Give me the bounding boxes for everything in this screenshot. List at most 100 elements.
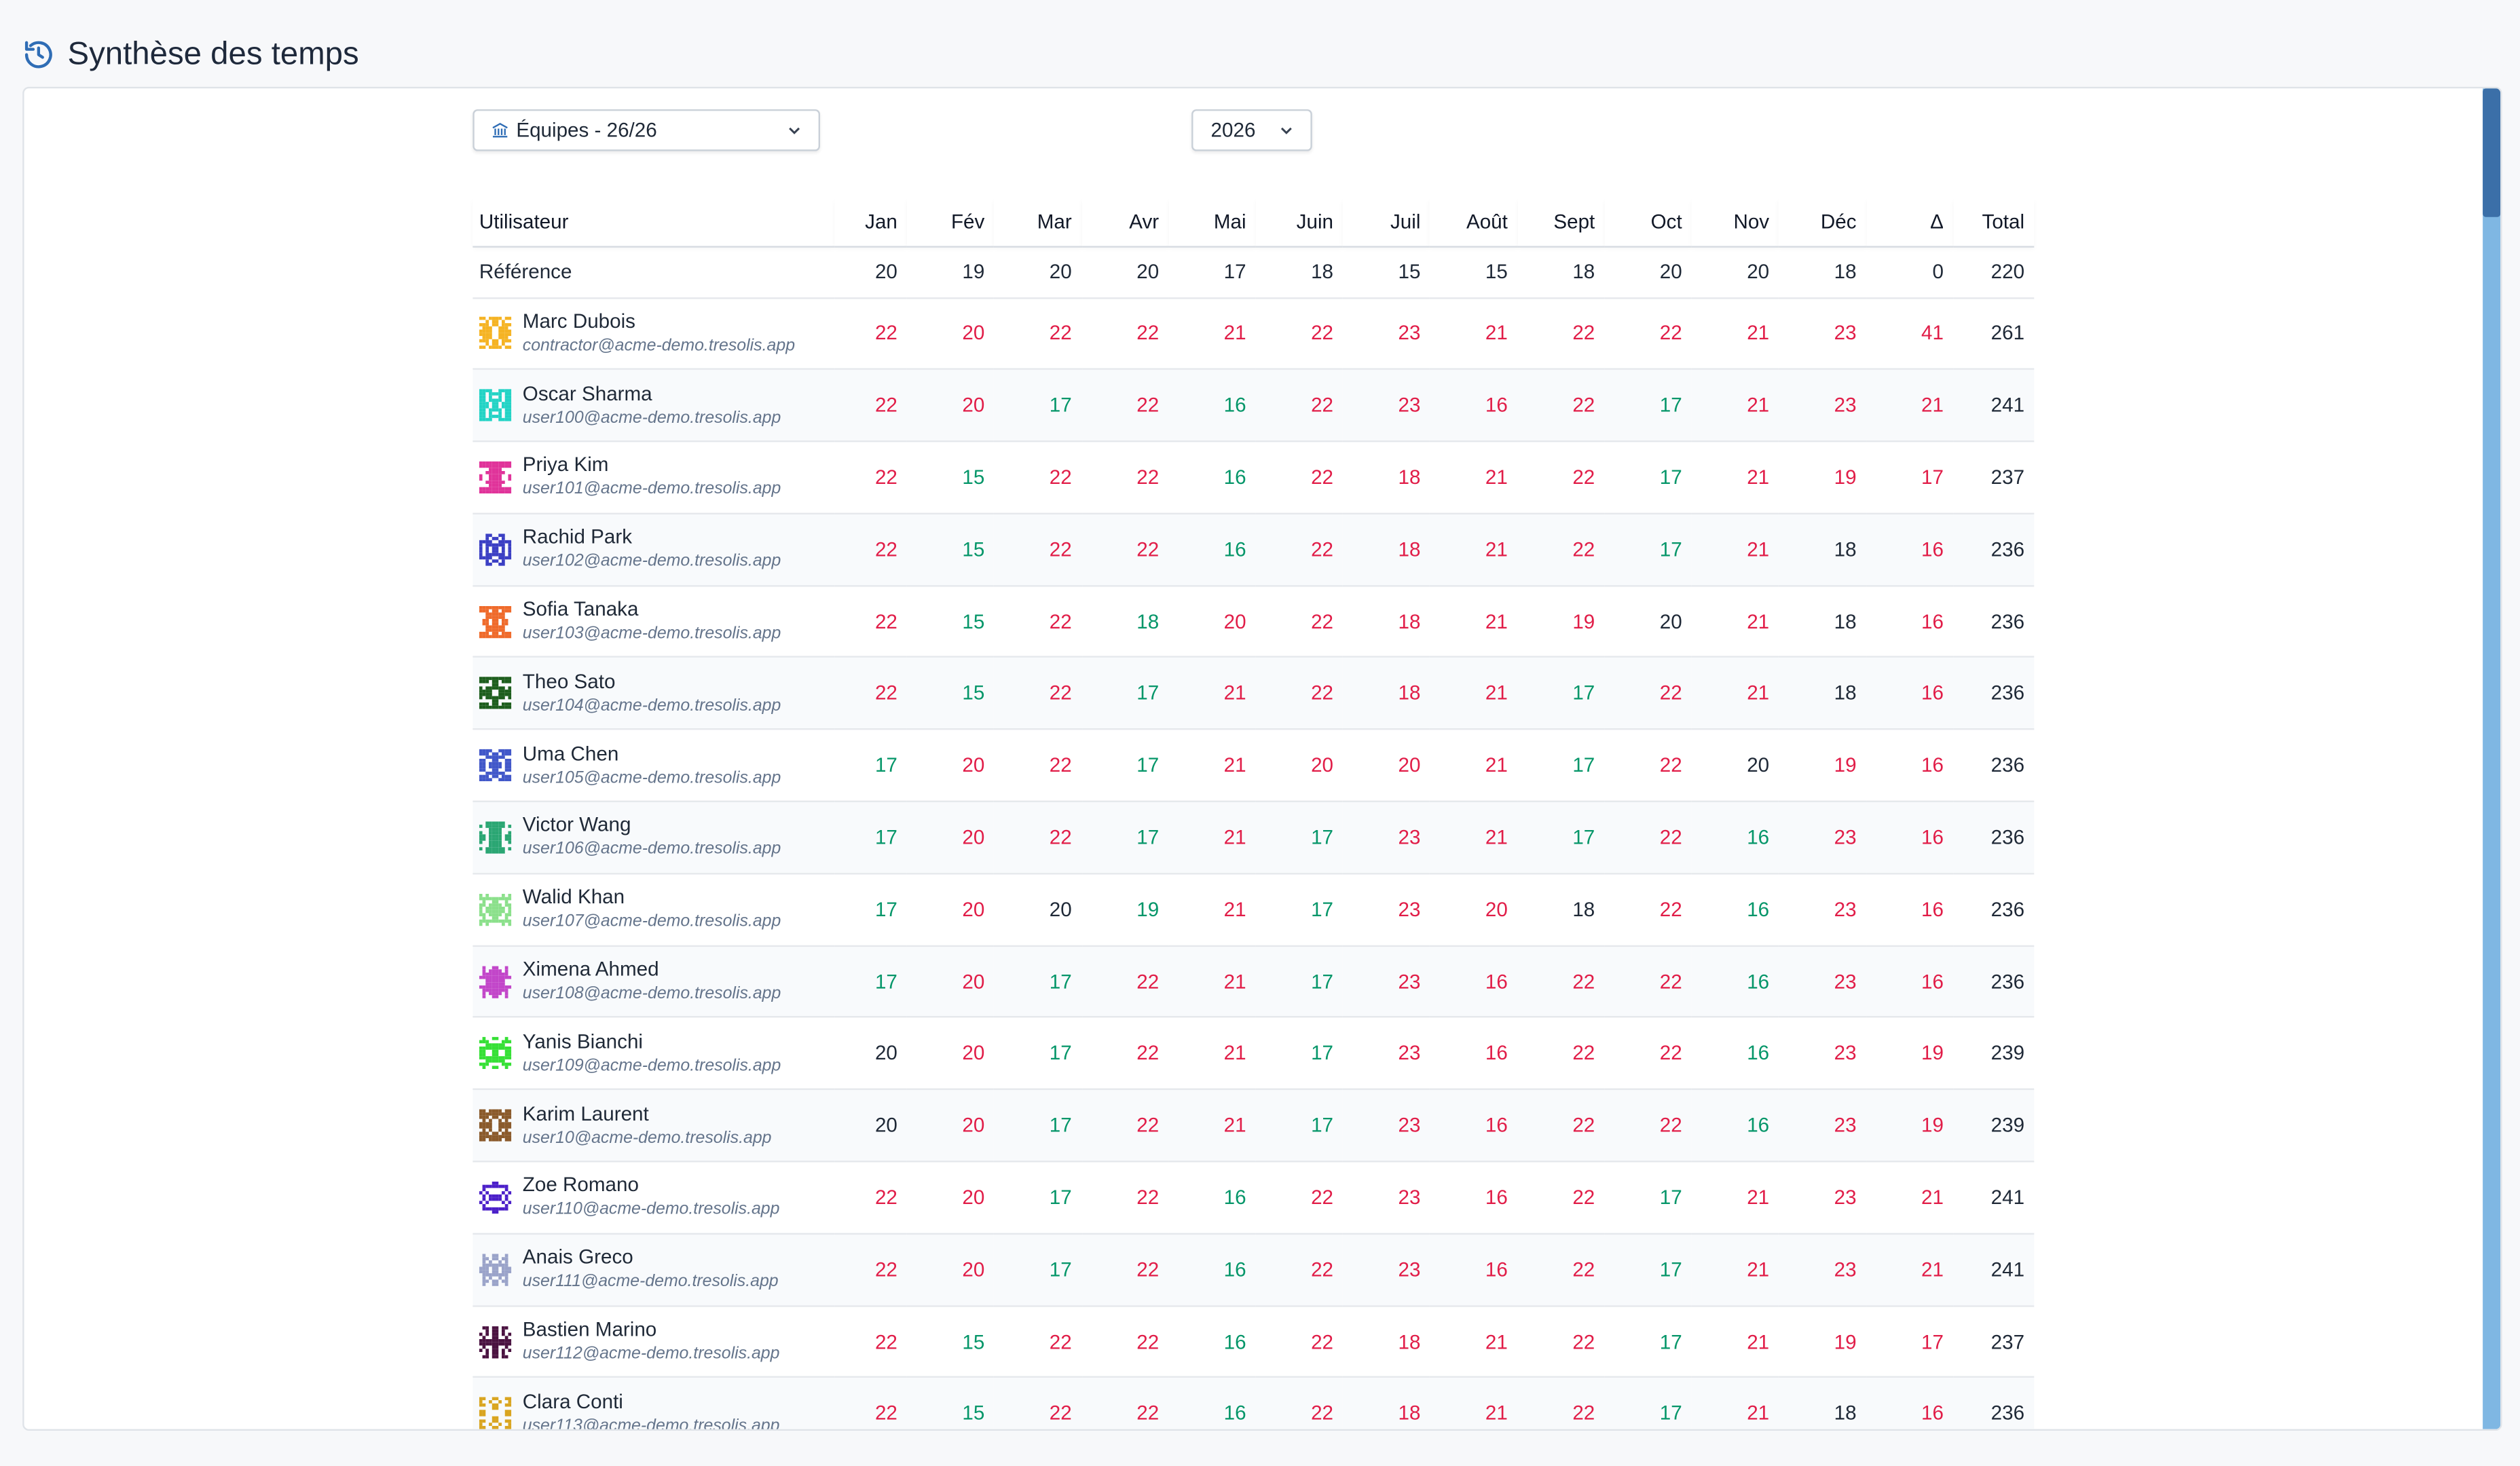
month-cell: 20 xyxy=(834,1017,908,1091)
avatar-icon xyxy=(479,821,512,854)
user-name[interactable]: Ximena Ahmed xyxy=(522,958,659,981)
month-cell: 23 xyxy=(1779,945,1866,1019)
user-text: Victor Wang user106@acme-demo.tresolis.ap… xyxy=(523,814,781,861)
month-cell: 20 xyxy=(907,1161,995,1235)
bank-icon xyxy=(492,123,508,138)
user-text: Zoe Romano user110@acme-demo.tresolis.app xyxy=(523,1174,780,1221)
month-cell: 22 xyxy=(834,585,908,658)
table-row[interactable]: Rachid Park user102@acme-demo.tresolis.ap… xyxy=(472,513,2035,586)
month-cell: 22 xyxy=(1517,1305,1605,1378)
table-row[interactable]: Karim Laurent user10@acme-demo.tresolis.a… xyxy=(472,1089,2035,1163)
table-row[interactable]: Uma Chen user105@acme-demo.tresolis.app 17… xyxy=(472,729,2035,803)
table-row[interactable]: Yanis Bianchi user109@acme-demo.tresolis.… xyxy=(472,1017,2035,1091)
reference-cell: 15 xyxy=(1430,246,1518,299)
user-name[interactable]: Clara Conti xyxy=(522,1390,623,1413)
month-cell: 21 xyxy=(1430,297,1518,371)
month-cell: 22 xyxy=(1255,585,1344,658)
month-cell: 22 xyxy=(1604,297,1692,371)
avatar-icon xyxy=(479,533,512,566)
month-cell: 17 xyxy=(1081,801,1169,875)
delta-cell: 19 xyxy=(1866,1017,1954,1091)
month-cell: 23 xyxy=(1343,1161,1430,1235)
user-email: user113@acme-demo.tresolis.app xyxy=(522,1416,780,1431)
user-name[interactable]: Victor Wang xyxy=(522,814,631,837)
month-cell: 17 xyxy=(1081,729,1169,803)
month-cell: 17 xyxy=(1604,369,1692,443)
month-cell: 17 xyxy=(1255,873,1344,947)
column-header: Juin xyxy=(1255,198,1344,247)
month-cell: 22 xyxy=(1604,1089,1692,1163)
user-name[interactable]: Marc Dubois xyxy=(522,309,636,333)
month-cell: 17 xyxy=(1255,1089,1344,1163)
month-cell: 17 xyxy=(1604,1161,1692,1235)
user-text: Clara Conti user113@acme-demo.tresolis.ap… xyxy=(522,1390,780,1431)
month-cell: 19 xyxy=(1779,441,1866,514)
table-row[interactable]: Clara Conti user113@acme-demo.tresolis.ap… xyxy=(472,1377,2035,1431)
month-cell: 21 xyxy=(1691,1161,1779,1235)
user-name[interactable]: Walid Khan xyxy=(522,886,625,909)
user-email: user101@acme-demo.tresolis.app xyxy=(522,479,781,500)
month-cell: 20 xyxy=(907,369,995,443)
user-name[interactable]: Oscar Sharma xyxy=(522,381,652,405)
column-header: Nov xyxy=(1691,198,1779,247)
scrollbar-track[interactable] xyxy=(2483,88,2501,1429)
month-cell: 20 xyxy=(1343,729,1430,803)
table-row[interactable]: Anais Greco user111@acme-demo.tresolis.ap… xyxy=(472,1233,2035,1307)
user-name[interactable]: Bastien Marino xyxy=(522,1318,657,1341)
table-row[interactable]: Priya Kim user101@acme-demo.tresolis.app 2… xyxy=(472,441,2035,514)
month-cell: 21 xyxy=(1691,657,1779,731)
user-info: Clara Conti user113@acme-demo.tresolis.ap… xyxy=(479,1390,825,1431)
month-cell: 15 xyxy=(907,1305,995,1378)
month-cell: 16 xyxy=(1430,945,1518,1019)
user-name[interactable]: Karim Laurent xyxy=(522,1102,649,1125)
month-cell: 22 xyxy=(994,297,1081,371)
month-cell: 18 xyxy=(1343,441,1430,514)
user-name[interactable]: Priya Kim xyxy=(522,454,609,477)
user-name[interactable]: Yanis Bianchi xyxy=(522,1030,643,1053)
month-cell: 17 xyxy=(1517,801,1605,875)
month-cell: 17 xyxy=(1255,1017,1344,1091)
month-cell: 22 xyxy=(994,729,1081,803)
month-cell: 22 xyxy=(834,1305,908,1378)
month-cell: 21 xyxy=(1168,297,1256,371)
month-cell: 21 xyxy=(1168,873,1256,947)
reference-cell: 18 xyxy=(1255,246,1344,299)
month-cell: 22 xyxy=(834,1233,908,1307)
reference-cell: 20 xyxy=(1691,246,1779,299)
user-name[interactable]: Theo Sato xyxy=(522,670,616,693)
month-cell: 21 xyxy=(1691,585,1779,658)
table-row[interactable]: Marc Dubois contractor@acme-demo.tresolis… xyxy=(472,297,2035,371)
table-row[interactable]: Oscar Sharma user100@acme-demo.tresolis.a… xyxy=(472,369,2035,443)
total-cell: 236 xyxy=(1953,945,2035,1019)
month-cell: 15 xyxy=(907,657,995,731)
user-name[interactable]: Zoe Romano xyxy=(522,1174,639,1197)
table-row[interactable]: Bastien Marino user112@acme-demo.tresolis… xyxy=(472,1305,2035,1378)
table-row[interactable]: Theo Sato user104@acme-demo.tresolis.app 2… xyxy=(472,657,2035,731)
month-cell: 16 xyxy=(1430,1089,1518,1163)
month-cell: 17 xyxy=(1604,1305,1692,1378)
month-cell: 21 xyxy=(1168,801,1256,875)
month-cell: 22 xyxy=(1255,441,1344,514)
user-name[interactable]: Sofia Tanaka xyxy=(522,598,639,621)
user-name[interactable]: Anais Greco xyxy=(522,1246,633,1269)
table-row[interactable]: Ximena Ahmed user108@acme-demo.tresolis.a… xyxy=(472,945,2035,1019)
table-row[interactable]: Walid Khan user107@acme-demo.tresolis.app… xyxy=(472,873,2035,947)
table-row[interactable]: Zoe Romano user110@acme-demo.tresolis.app… xyxy=(472,1161,2035,1235)
table-row[interactable]: Sofia Tanaka user103@acme-demo.tresolis.a… xyxy=(472,585,2035,658)
user-name[interactable]: Uma Chen xyxy=(522,742,619,765)
month-cell: 21 xyxy=(1168,729,1256,803)
month-cell: 16 xyxy=(1168,1161,1256,1235)
user-text: Karim Laurent user10@acme-demo.tresolis.a… xyxy=(523,1102,772,1149)
user-info: Walid Khan user107@acme-demo.tresolis.app xyxy=(479,886,825,933)
avatar-icon xyxy=(479,389,512,422)
year-select[interactable]: 2026 xyxy=(1191,109,1312,151)
month-cell: 17 xyxy=(1255,945,1344,1019)
user-name[interactable]: Rachid Park xyxy=(522,526,633,549)
avatar-icon xyxy=(479,893,512,926)
user-info: Yanis Bianchi user109@acme-demo.tresolis.… xyxy=(479,1030,825,1077)
team-select[interactable]: Équipes - 26/26 xyxy=(472,109,820,151)
table-row[interactable]: Victor Wang user106@acme-demo.tresolis.ap… xyxy=(472,801,2035,875)
scrollbar-thumb[interactable] xyxy=(2483,88,2501,217)
reference-cell: 17 xyxy=(1168,246,1256,299)
